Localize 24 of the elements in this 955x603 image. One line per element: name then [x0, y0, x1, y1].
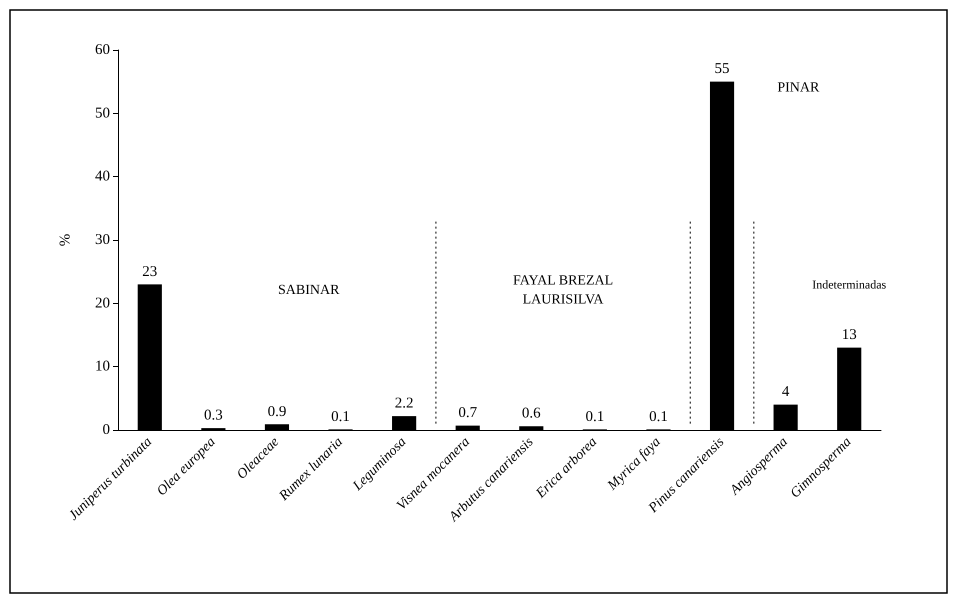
y-tick-label: 40 [95, 168, 110, 185]
data-label: 23 [142, 264, 158, 280]
data-label: 0.1 [586, 408, 604, 425]
annotation: PINAR [777, 80, 820, 96]
y-tick-label: 30 [95, 232, 110, 248]
annotation: FAYAL BREZAL LAURISILVA [512, 274, 614, 308]
y-axis-title: % [58, 234, 74, 246]
data-label: 55 [714, 61, 730, 78]
y-tick-label: 50 [95, 105, 110, 122]
y-tick-label: 60 [95, 42, 110, 58]
data-label: 13 [842, 327, 857, 344]
data-label: 0.1 [331, 408, 350, 425]
data-label: 0.3 [204, 408, 223, 424]
annotation: SABINAR [278, 283, 340, 298]
y-tick-label: 20 [95, 295, 110, 312]
data-label: 0.9 [268, 404, 286, 420]
data-label: 2.2 [394, 396, 414, 412]
y-tick-label: 10 [95, 358, 110, 375]
y-tick-label: 0 [102, 422, 110, 438]
annotation: Indeterminadas [812, 277, 887, 292]
data-label: 0.7 [458, 405, 478, 422]
data-label: 0.6 [522, 406, 542, 422]
data-label: 4 [782, 384, 790, 400]
data-label: 0.1 [649, 408, 668, 425]
